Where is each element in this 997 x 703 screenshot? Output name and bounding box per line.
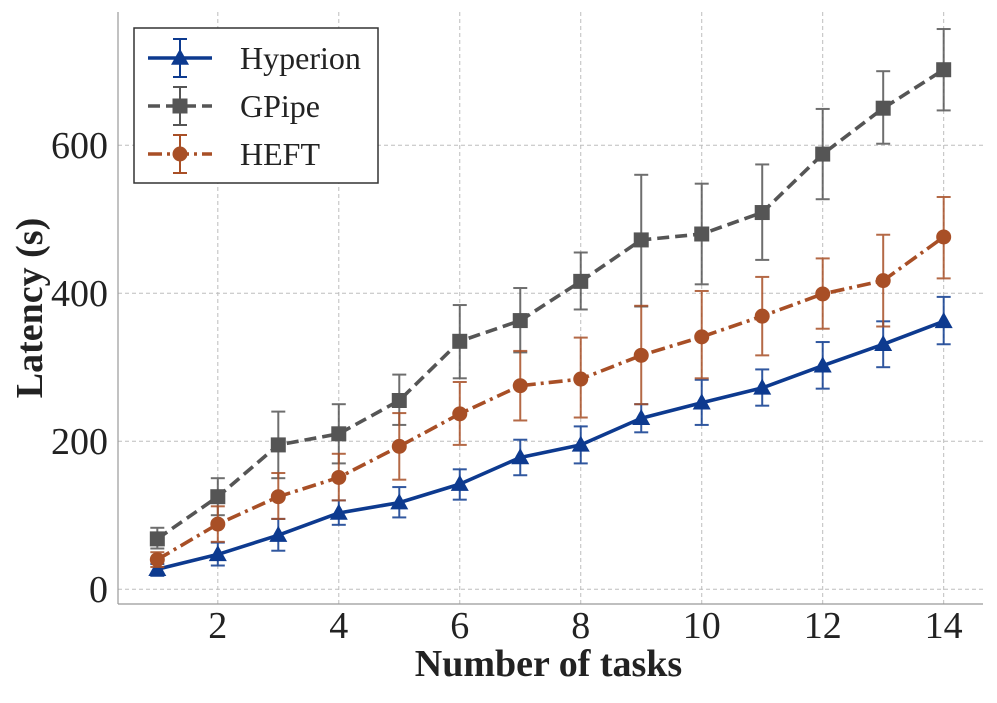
legend-label: GPipe	[240, 88, 320, 124]
data-point	[450, 474, 469, 491]
data-point	[210, 489, 226, 505]
x-tick-label: 4	[329, 605, 348, 647]
data-point	[208, 545, 227, 562]
x-tick-label: 8	[571, 605, 590, 647]
data-point	[813, 356, 832, 373]
data-point	[452, 333, 468, 349]
data-point	[210, 516, 226, 532]
legend-item-gpipe: GPipe	[148, 86, 320, 126]
y-tick-label: 0	[89, 569, 108, 611]
data-point	[694, 226, 710, 242]
data-point	[331, 469, 347, 485]
data-point	[632, 408, 651, 426]
data-point	[270, 489, 286, 505]
y-tick-label: 400	[51, 273, 108, 315]
legend-marker	[172, 146, 188, 162]
series-line	[156, 319, 945, 571]
series-line	[156, 235, 945, 562]
x-tick-label: 2	[208, 605, 227, 647]
data-point	[331, 426, 347, 442]
data-point	[512, 378, 528, 394]
data-point	[815, 146, 831, 162]
data-point	[753, 378, 772, 395]
legend-label: HEFT	[240, 136, 320, 172]
data-point	[512, 313, 528, 329]
x-tick-label: 10	[683, 605, 721, 647]
data-point	[936, 229, 952, 245]
series-line	[156, 68, 945, 541]
data-point	[391, 438, 407, 454]
data-point	[391, 393, 407, 408]
x-tick-label: 12	[804, 605, 842, 647]
data-point	[573, 273, 589, 289]
legend: Hyperion GPipe HEFT	[133, 27, 379, 184]
series-heft	[149, 196, 952, 568]
legend-item-heft: HEFT	[148, 134, 320, 174]
data-point	[633, 347, 649, 363]
data-point	[754, 205, 770, 221]
x-tick-label: 14	[925, 605, 963, 647]
data-point	[874, 334, 893, 352]
data-point	[934, 312, 953, 329]
x-tick-label: 6	[450, 605, 469, 647]
data-point	[452, 406, 468, 422]
legend-marker	[172, 98, 188, 114]
legend-marker	[171, 48, 189, 65]
y-tick-label: 200	[51, 421, 108, 463]
x-tick-labels: 2 4 6 8 10 12 14	[208, 605, 962, 647]
data-point	[936, 62, 952, 78]
data-point	[633, 232, 649, 248]
legend-label: Hyperion	[240, 40, 361, 76]
data-point	[270, 437, 286, 453]
data-point	[573, 371, 589, 387]
y-tick-labels: 0 200 400 600	[51, 125, 108, 611]
data-point	[754, 308, 770, 324]
y-axis-title: Latency (s)	[9, 218, 51, 398]
data-point	[511, 448, 530, 465]
data-point	[329, 503, 348, 520]
data-point	[694, 329, 710, 345]
x-axis-title: Number of tasks	[415, 643, 682, 685]
data-point	[571, 435, 590, 452]
data-point	[692, 393, 711, 410]
data-point	[149, 531, 165, 547]
y-tick-label: 600	[51, 125, 108, 167]
series-hyperion	[148, 295, 953, 577]
data-point	[269, 525, 288, 542]
data-point	[815, 286, 831, 302]
data-point	[390, 493, 409, 510]
series-gpipe	[149, 28, 952, 550]
data-point	[875, 100, 891, 116]
data-point	[875, 273, 891, 289]
data-point	[149, 552, 165, 568]
legend-item-hyperion: Hyperion	[148, 38, 361, 78]
